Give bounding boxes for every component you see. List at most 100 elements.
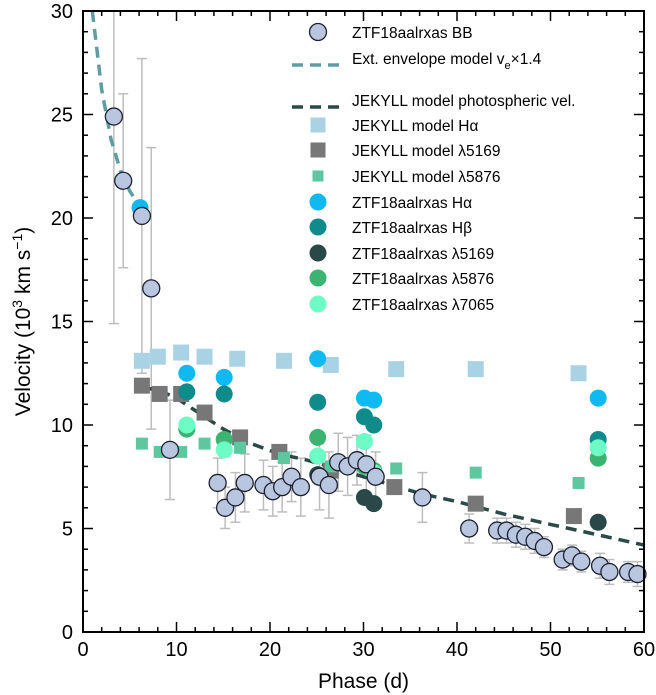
- x-tick-label: 40: [446, 639, 468, 661]
- y-axis-title-part: Velocity (10: [12, 308, 35, 417]
- y-axis-title-part: ): [12, 227, 35, 234]
- legend-label-jekyll-model-h: JEKYLL model Hα: [352, 118, 478, 135]
- y-tick-label: 5: [62, 519, 73, 541]
- legend-label-suffix: ×1.4: [511, 51, 542, 68]
- jekyll-model-h-point: [570, 365, 587, 382]
- ztf18aalrxas-bb-point: [235, 473, 254, 493]
- y-tick-label: 10: [51, 415, 73, 437]
- legend-swatch-ztf18aalrxas-5876: [309, 269, 327, 287]
- ztf18aalrxas-bb-point: [572, 552, 591, 571]
- ztf18aalrxas-5169-point: [589, 513, 607, 531]
- ztf18aalrxas-bb-point: [600, 562, 619, 582]
- legend-label-text: Ext. envelope model v: [352, 51, 505, 68]
- jekyll-model-5169-point: [565, 508, 582, 525]
- x-axis-title: Phase (d): [318, 670, 409, 693]
- tick-labels: 0 10 20 30 40 50 60 0 5 10 15 20 25 30: [51, 1, 655, 661]
- ztf18aalrxas-h-point: [215, 385, 233, 403]
- ztf18aalrxas-bb-point: [357, 455, 376, 474]
- ztf18aalrxas-7065-point: [309, 447, 327, 465]
- ztf18aalrxas-bb-point: [291, 477, 311, 497]
- x-tick-label: 20: [259, 639, 281, 661]
- ztf18aalrxas-7065-point: [355, 433, 373, 451]
- x-tick-label: 50: [539, 639, 561, 661]
- legend-swatch-jekyll-model-5876: [312, 170, 324, 182]
- data-markers: [104, 107, 647, 584]
- x-tick-label: 10: [165, 639, 187, 661]
- ztf18aalrxas-bb-point: [628, 564, 647, 584]
- jekyll-model-h-point: [133, 352, 150, 369]
- ztf18aalrxas-bb-point: [413, 488, 432, 507]
- legend-label-ztf18aalrxas-7065: ZTF18aalrxas λ7065: [352, 297, 494, 314]
- ztf18aalrxas-bb-point: [114, 171, 133, 190]
- ztf18aalrxas-bb-point: [160, 440, 180, 459]
- jekyll-model-photospheric-vel-line: [141, 385, 644, 547]
- jekyll-model-5876-point: [198, 437, 211, 450]
- legend-label-ztf18aalrxas-5169: ZTF18aalrxas λ5169: [352, 246, 494, 263]
- model-lines: [90, 11, 644, 547]
- legend: ZTF18aalrxas BB Ext. envelope model ve×1.…: [292, 22, 575, 314]
- jekyll-model-5876-point: [572, 476, 585, 489]
- ztf18aalrxas-bb-point: [319, 475, 339, 495]
- jekyll-model-h-point: [149, 348, 166, 365]
- jekyll-model-h-point: [388, 361, 405, 378]
- legend-label-text: ZTF18aalrxas λ5876: [352, 271, 494, 288]
- legend-label-jekyll-model-photospheric-vel: JEKYLL model photospheric vel.: [352, 93, 575, 110]
- ztf18aalrxas-bb-point: [534, 537, 554, 557]
- jekyll-model-5169-point: [386, 479, 403, 496]
- jekyll-model-5876-point: [135, 437, 148, 450]
- ztf18aalrxas-h-point: [178, 364, 196, 382]
- jekyll-model-5876-point: [390, 462, 403, 475]
- y-axis-title-part: km s: [12, 250, 35, 300]
- x-tick-label: 0: [77, 639, 88, 661]
- jekyll-model-h-point: [322, 356, 339, 373]
- jekyll-model-5876-point: [278, 452, 291, 465]
- jekyll-model-5169-point: [196, 404, 213, 421]
- ztf18aalrxas-h-point: [178, 383, 196, 401]
- ext-envelope-model-v-line: [90, 11, 141, 207]
- ztf18aalrxas-h-point: [365, 416, 383, 434]
- ztf18aalrxas-7065-point: [215, 441, 233, 459]
- legend-swatch-ztf18aalrxas-h: [309, 218, 327, 236]
- jekyll-model-h-point: [173, 344, 190, 361]
- legend-label-text: ZTF18aalrxas λ5169: [352, 246, 494, 263]
- ztf18aalrxas-5876-point: [309, 428, 327, 446]
- y-tick-label: 0: [62, 622, 73, 644]
- legend-swatch-ztf18aalrxas-5169: [309, 244, 327, 262]
- legend-label-text: ZTF18aalrxas BB: [352, 25, 473, 42]
- legend-swatch-jekyll-model-5169: [310, 142, 326, 158]
- y-axis-title-part: 3: [9, 300, 25, 308]
- jekyll-model-h-point: [276, 352, 293, 369]
- y-tick-label: 30: [51, 1, 73, 23]
- legend-label-jekyll-model-5169: JEKYLL model λ5169: [352, 143, 501, 160]
- ztf18aalrxas-h-point: [309, 393, 327, 411]
- jekyll-model-5169-point: [133, 377, 150, 394]
- legend-label-text: ZTF18aalrxas Hβ: [352, 220, 472, 237]
- y-axis-title-part: −1: [9, 234, 25, 250]
- jekyll-model-h-point: [467, 361, 484, 378]
- ztf18aalrxas-7065-point: [178, 416, 196, 434]
- ztf18aalrxas-7065-point: [589, 439, 607, 457]
- ztf18aalrxas-bb-point: [226, 488, 245, 507]
- y-tick-label: 25: [51, 105, 73, 127]
- legend-label-text: ZTF18aalrxas λ7065: [352, 297, 494, 314]
- legend-label-text: JEKYLL model λ5876: [352, 169, 501, 186]
- ztf18aalrxas-bb-point: [366, 467, 385, 486]
- y-tick-label: 15: [51, 312, 73, 334]
- legend-label-subscript: e: [505, 60, 511, 72]
- y-axis-title: Velocity (103 km s−1): [9, 227, 35, 417]
- plot-frame: [82, 10, 645, 633]
- x-tick-label: 60: [633, 639, 655, 661]
- legend-label-ztf18aalrxas-5876: ZTF18aalrxas λ5876: [352, 271, 494, 288]
- jekyll-model-5876-point: [469, 466, 482, 479]
- jekyll-model-h-point: [229, 350, 246, 367]
- legend-swatch-ztf18aalrxas-bb: [308, 22, 328, 42]
- legend-label-text: JEKYLL model Hα: [352, 118, 478, 135]
- ztf18aalrxas-bb-point: [104, 107, 124, 126]
- legend-swatch-ztf18aalrxas-7065: [309, 295, 327, 313]
- ztf18aalrxas-bb-point: [460, 519, 479, 538]
- ztf18aalrxas-h-point: [365, 391, 383, 409]
- x-tick-label: 30: [352, 639, 374, 661]
- ztf18aalrxas-5169-point: [365, 495, 383, 513]
- legend-label-ztf18aalrxas-h: ZTF18aalrxas Hα: [352, 195, 472, 212]
